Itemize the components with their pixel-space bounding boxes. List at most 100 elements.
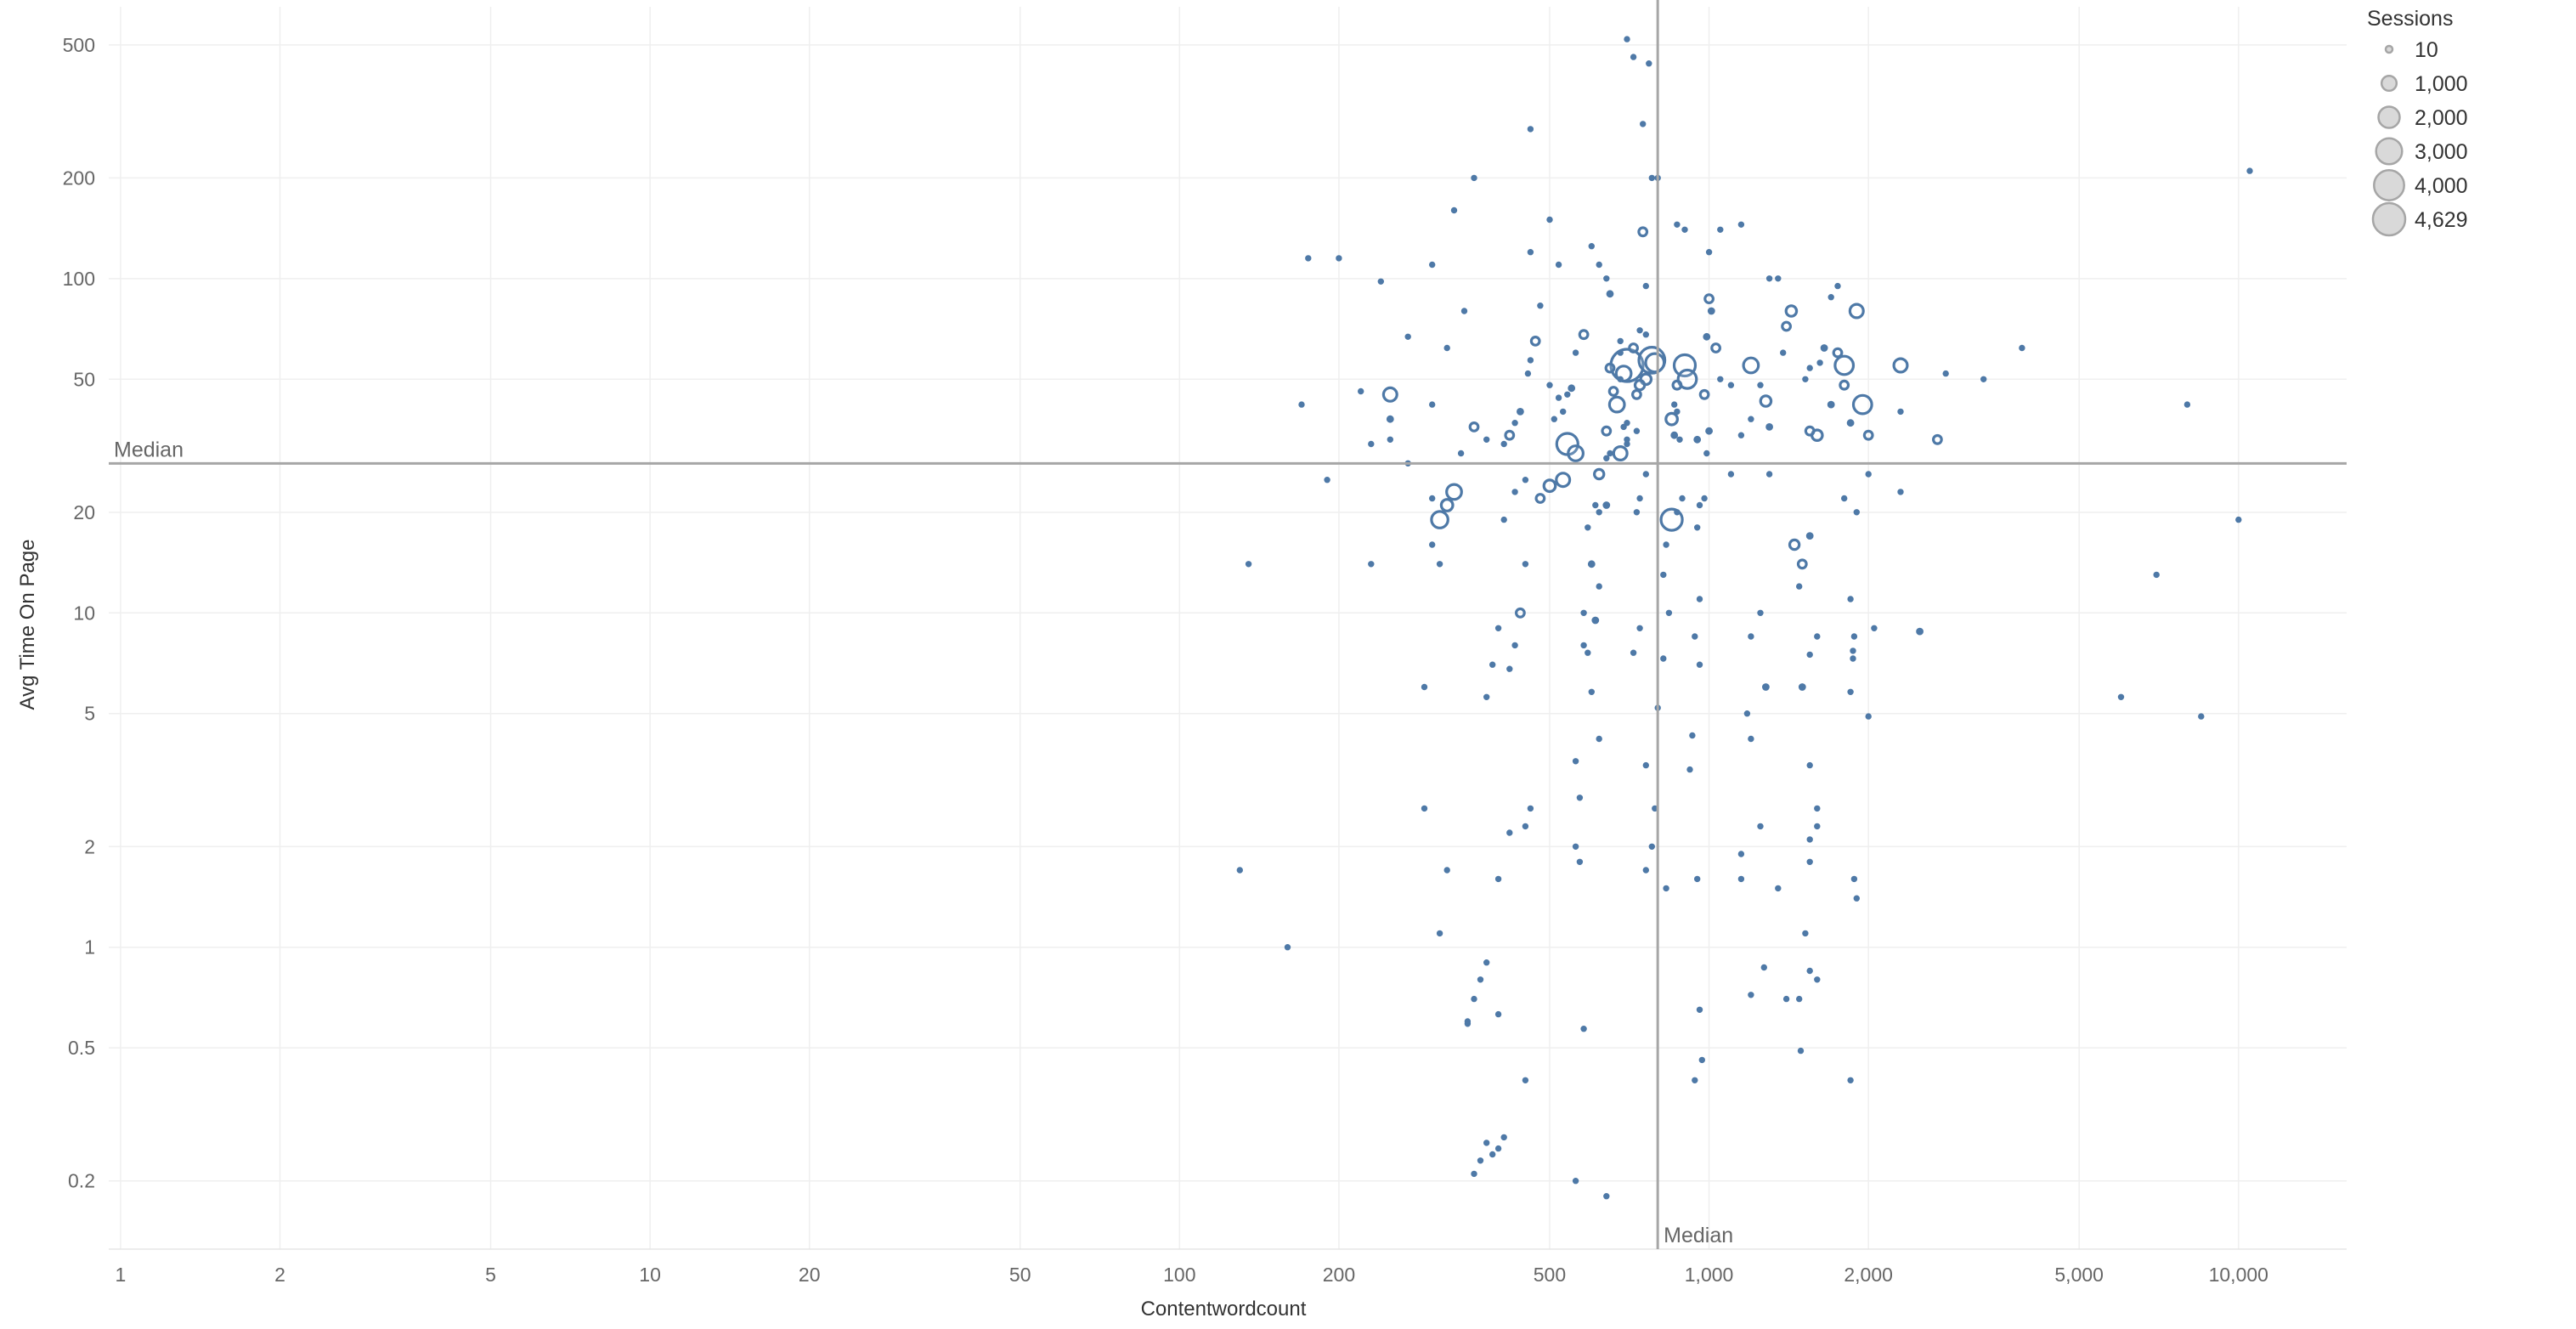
data-point [1245,561,1252,568]
median-label-vertical: Median [1664,1224,1733,1247]
data-point [1796,995,1803,1003]
data-point [1494,1010,1502,1018]
data-point [1798,683,1806,691]
data-point [1368,561,1375,568]
data-point [1429,401,1436,408]
data-point [1696,501,1703,509]
data-point [1457,450,1465,457]
size-legend-marker [2377,105,2401,129]
data-point [1587,560,1596,568]
y-tick-label: 2 [84,835,95,857]
data-point [1841,495,1848,502]
data-point [1511,489,1518,495]
data-point [1644,352,1666,374]
data-point [1606,290,1614,298]
data-point [1421,683,1428,691]
data-point [1336,255,1342,262]
data-point [1429,261,1436,269]
data-point [1696,661,1703,668]
data-point [1483,693,1490,700]
data-point [1522,823,1529,830]
size-legend-label: 2,000 [2415,106,2468,130]
y-tick-label: 5 [84,703,95,725]
data-point [1642,331,1650,338]
data-point [1850,633,1858,640]
size-legend-label: 4,629 [2415,208,2468,232]
data-point [1494,1145,1502,1152]
data-point [1555,472,1572,489]
data-point [1430,510,1449,529]
size-legend-marker [2375,137,2404,166]
data-point [1387,436,1394,443]
data-point [1564,391,1571,398]
data-point [1748,735,1754,743]
data-point [1630,54,1637,60]
data-point [1648,174,1656,182]
data-point [1748,992,1754,998]
data-point [1707,307,1715,315]
data-point [1624,36,1630,42]
data-point [1916,627,1924,636]
data-point [2183,401,2191,408]
data-point [1522,477,1529,484]
data-point [1871,625,1878,631]
data-point [1727,382,1735,388]
data-point [1506,665,1513,672]
data-point [2235,516,2242,523]
data-point [1757,823,1764,830]
data-point [1514,607,1526,619]
data-point [1358,387,1364,395]
data-point [2153,571,2160,579]
data-point [1617,376,1624,382]
data-point [1471,174,1477,182]
data-point [1368,440,1375,448]
data-point [1483,436,1490,443]
data-point [1601,425,1613,437]
data-point [1827,400,1835,409]
data-point [1640,121,1647,127]
data-point [1576,858,1584,865]
data-point [1681,226,1688,233]
data-point [1630,649,1637,656]
y-tick-label: 10 [73,602,95,624]
x-axis-tick-labels: 1 2 5 10 20 50 100 200 500 1,000 2,000 5,000 10,000 [115,1264,2268,1286]
data-point [1580,609,1587,616]
data-point [1865,471,1872,478]
data-point [1833,354,1856,376]
data-point [1633,427,1641,434]
data-point [1522,561,1529,568]
data-point [1748,633,1754,640]
x-tick-label: 1,000 [1685,1264,1734,1286]
size-legend-label: 10 [2415,38,2438,62]
data-point [1796,558,1808,570]
data-point [1775,275,1782,282]
data-point [1506,829,1513,836]
data-point [1630,388,1642,400]
data-point [1298,401,1305,408]
data-point [1624,420,1630,427]
data-point [1596,261,1602,269]
median-label-horizontal: Median [114,438,184,461]
y-tick-label: 500 [63,34,95,56]
y-tick-label: 20 [73,501,95,523]
data-point [1551,416,1558,422]
data-point [1980,376,1987,382]
data-point [1386,415,1394,423]
x-tick-label: 20 [799,1264,821,1286]
data-point [1603,455,1610,461]
x-tick-label: 1 [115,1264,126,1286]
data-point [1612,444,1629,461]
data-point [1648,843,1656,850]
y-axis-tick-labels: 0.2 0.5 1 2 5 10 20 50 100 200 500 [63,34,95,1192]
data-point [1436,561,1443,568]
data-point [1511,642,1518,649]
data-point [1592,501,1599,509]
x-tick-label: 10,000 [2209,1264,2268,1286]
data-point [1802,376,1809,382]
data-point [1471,1170,1477,1178]
data-point [1377,278,1385,285]
data-point [1529,336,1541,347]
data-point [1814,633,1821,640]
data-point [1642,282,1650,290]
data-point [1477,976,1484,983]
